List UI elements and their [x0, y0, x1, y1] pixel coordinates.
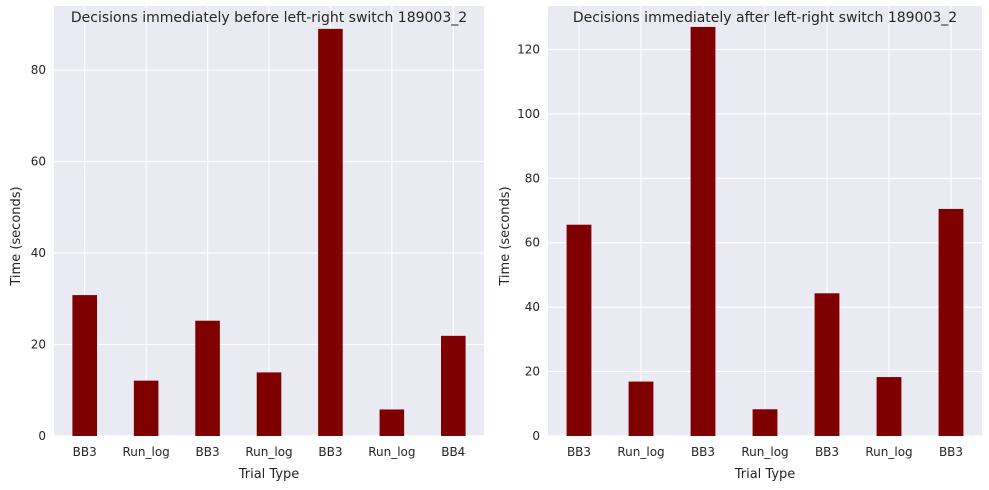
- bar: [690, 26, 716, 436]
- x-tick-label: Run_log: [245, 445, 292, 459]
- x-tick-label: BB4: [441, 445, 465, 459]
- x-axis-label: Trial Type: [734, 467, 796, 482]
- y-tick-label: 80: [525, 171, 540, 185]
- y-tick-label: 60: [31, 155, 46, 169]
- y-tick-label: 80: [31, 63, 46, 77]
- bar: [441, 335, 466, 436]
- x-tick-label: Run_log: [741, 445, 788, 459]
- bar: [814, 293, 840, 436]
- y-tick-label: 100: [517, 107, 540, 121]
- x-tick-label: BB3: [939, 445, 963, 459]
- y-tick-label: 40: [31, 246, 46, 260]
- y-tick-label: 0: [38, 429, 46, 443]
- bar: [72, 295, 97, 436]
- y-axis-label: Time (seconds): [498, 186, 513, 286]
- y-axis-label: Time (seconds): [9, 186, 24, 286]
- chart-before-switch: 0 20 40 60 80 BB3 Run_log BB3 Run_log BB3 Run_log B…: [9, 6, 484, 482]
- chart-title: Decisions immediately after left-right s…: [573, 10, 957, 26]
- x-tick-label: BB3: [73, 445, 97, 459]
- x-tick-label: Run_log: [368, 445, 415, 459]
- x-tick-label: BB3: [815, 445, 839, 459]
- chart-title: Decisions immediately before left-right …: [71, 10, 467, 26]
- bar: [318, 28, 343, 436]
- bar: [195, 320, 220, 436]
- bar: [938, 208, 964, 436]
- x-tick-label: BB3: [318, 445, 342, 459]
- bar: [876, 377, 902, 436]
- x-tick-label: Run_log: [865, 445, 912, 459]
- x-tick-label: BB3: [567, 445, 591, 459]
- bar: [628, 381, 654, 436]
- x-tick-label: BB3: [196, 445, 220, 459]
- x-tick-label: Run_log: [617, 445, 664, 459]
- x-tick-label: BB3: [691, 445, 715, 459]
- y-tick-label: 40: [525, 300, 540, 314]
- bar: [379, 409, 405, 436]
- bar: [256, 372, 282, 436]
- y-tick-label: 20: [31, 338, 46, 352]
- x-axis-label: Trial Type: [238, 467, 300, 482]
- x-tick-label: Run_log: [122, 445, 169, 459]
- bar: [566, 224, 592, 436]
- bar: [752, 409, 778, 436]
- y-tick-label: 60: [525, 236, 540, 250]
- y-tick-label: 20: [525, 365, 540, 379]
- bar: [133, 380, 159, 436]
- y-tick-label: 0: [532, 429, 540, 443]
- y-tick-label: 120: [517, 42, 540, 56]
- chart-after-switch: 0 20 40 60 80 100 120 BB3 Run_log BB3 Run_log BB3 Ru…: [498, 6, 982, 482]
